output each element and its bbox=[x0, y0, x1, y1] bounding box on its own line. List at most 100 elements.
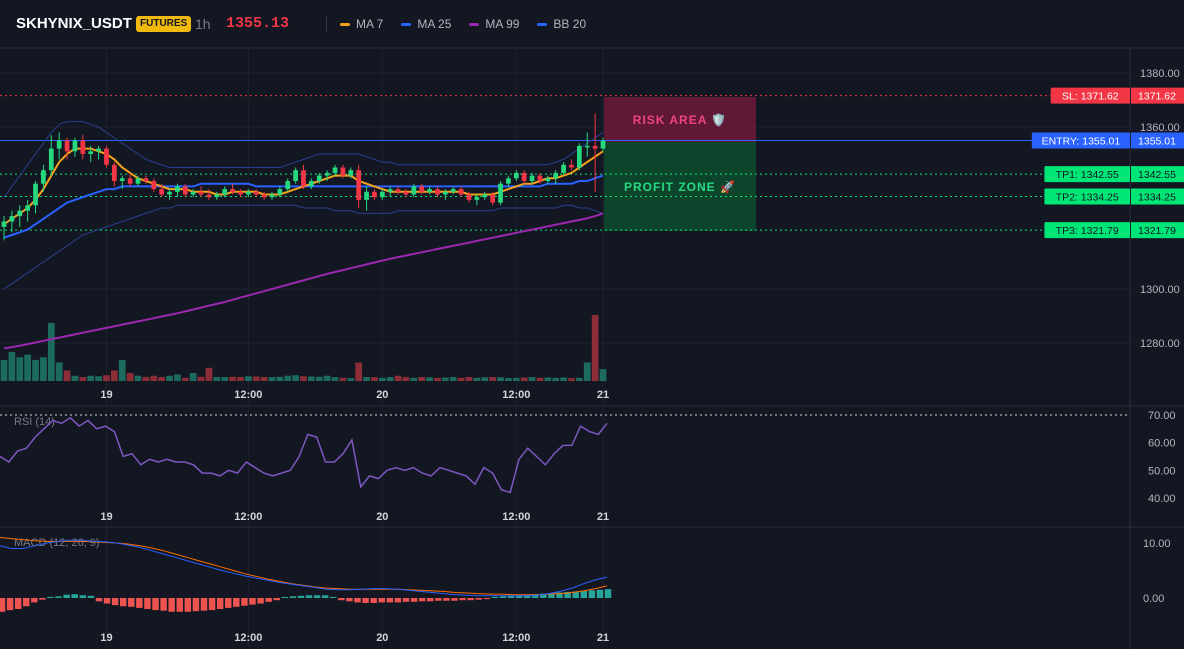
candle-body bbox=[269, 194, 275, 198]
candle-body bbox=[41, 170, 46, 184]
macd-histogram-bar bbox=[289, 596, 297, 598]
macd-histogram-bar bbox=[47, 596, 54, 598]
volume-bar bbox=[63, 370, 71, 381]
volume-bar bbox=[308, 376, 315, 381]
volume-bar bbox=[237, 377, 244, 381]
volume-bar bbox=[32, 359, 39, 381]
macd-histogram-bar bbox=[532, 594, 539, 598]
volume-bar bbox=[276, 376, 284, 381]
macd-histogram-bar bbox=[95, 598, 103, 602]
volume-bar bbox=[229, 376, 236, 381]
macd-histogram-bar bbox=[459, 598, 466, 601]
time-tick-label: 20 bbox=[376, 511, 388, 523]
macd-histogram-bar bbox=[507, 595, 515, 598]
candlesticks bbox=[1, 113, 606, 241]
macd-histogram-bar bbox=[491, 596, 499, 598]
volume-bar bbox=[599, 369, 607, 381]
volume-bar bbox=[575, 377, 583, 381]
macd-histogram-bar bbox=[208, 598, 216, 611]
candle-body bbox=[458, 189, 464, 195]
candle-body bbox=[309, 181, 314, 187]
axis-price-box-tp1 bbox=[1131, 166, 1184, 183]
candle-body bbox=[80, 140, 86, 154]
macd-histogram-bar bbox=[580, 590, 587, 598]
volume-bar bbox=[268, 377, 276, 381]
candle-body bbox=[190, 191, 196, 195]
macd-histogram-bar bbox=[184, 598, 192, 612]
candle-body bbox=[198, 191, 204, 195]
candle-body bbox=[1, 221, 7, 227]
legend-item-ma25[interactable]: MA 25 bbox=[401, 16, 451, 32]
candle-body bbox=[277, 189, 283, 195]
volume-bar bbox=[126, 373, 134, 381]
macd-histogram-bar bbox=[79, 595, 87, 598]
bb-lower-line bbox=[3, 204, 604, 290]
macd-histogram-bar bbox=[451, 598, 458, 601]
macd-histogram-bar bbox=[378, 598, 385, 603]
macd-histogram-bar bbox=[499, 596, 507, 598]
volume-bar bbox=[110, 370, 118, 381]
candle-body bbox=[443, 191, 448, 195]
macd-histogram-bar bbox=[427, 598, 434, 602]
chart-header: SKHYNIX_USDT FUTURES 1h 1355.13 MA 7 MA … bbox=[0, 0, 1184, 48]
candle-body bbox=[261, 194, 267, 198]
candle-body bbox=[25, 205, 31, 211]
macd-histogram-bar bbox=[443, 598, 450, 601]
level-tag-text-entry: ENTRY: 1355.01 bbox=[1042, 135, 1121, 147]
macd-histogram-bar bbox=[402, 598, 410, 602]
rsi-line bbox=[0, 416, 608, 494]
candle-body bbox=[9, 216, 15, 222]
macd-histogram-bar bbox=[241, 598, 248, 606]
legend-swatch-bb20 bbox=[537, 22, 548, 26]
candle-body bbox=[600, 140, 606, 149]
volume-bar bbox=[457, 377, 465, 381]
legend-swatch-ma99 bbox=[469, 22, 480, 26]
symbol-name[interactable]: SKHYNIX_USDT bbox=[16, 15, 132, 32]
macd-histogram-bar bbox=[556, 592, 563, 598]
volume-bar bbox=[158, 377, 165, 381]
time-tick-label: 12:00 bbox=[234, 511, 262, 523]
candle-body bbox=[96, 148, 101, 152]
rsi-tick-label: 40.00 bbox=[1148, 493, 1176, 505]
macd-histogram-bar bbox=[176, 598, 183, 612]
candle-body bbox=[332, 167, 338, 173]
legend-item-bb20[interactable]: BB 20 bbox=[537, 16, 586, 32]
macd-histogram-bar bbox=[394, 598, 402, 603]
candle-body bbox=[88, 151, 94, 154]
candle-body bbox=[521, 172, 527, 181]
volume-bar bbox=[426, 377, 433, 381]
time-tick-label: 12:00 bbox=[502, 632, 530, 644]
volume-bar bbox=[300, 376, 307, 381]
candle-body bbox=[182, 186, 188, 195]
macd-histogram-bar bbox=[225, 598, 232, 608]
candle-body bbox=[293, 170, 298, 181]
candle-body bbox=[253, 191, 259, 195]
rsi-tick-label: 70.00 bbox=[1148, 410, 1176, 422]
legend-item-ma99[interactable]: MA 99 bbox=[469, 16, 519, 32]
macd-histogram-bar bbox=[297, 595, 305, 598]
trade-zones: RISK AREA 🛡️ PROFIT ZONE 🚀 bbox=[604, 97, 756, 231]
price-axes: 1380.00 1360.00 1300.00 1280.00 19 12:00 20 12:… bbox=[100, 68, 1179, 644]
volume-bar bbox=[449, 377, 457, 381]
candle-body bbox=[411, 186, 417, 195]
macd-histogram-bar bbox=[233, 598, 240, 607]
volume-bar bbox=[339, 377, 347, 381]
macd-histogram-bar bbox=[435, 598, 442, 601]
volume-bar bbox=[402, 377, 410, 381]
legend-item-ma7[interactable]: MA 7 bbox=[340, 16, 383, 32]
candle-body bbox=[159, 189, 164, 195]
volume-bar bbox=[79, 377, 87, 381]
trade-levels bbox=[0, 95, 1130, 231]
volume-bar bbox=[87, 375, 95, 381]
volume-bar bbox=[583, 362, 591, 381]
timeframe-label[interactable]: 1h bbox=[195, 16, 211, 32]
macd-histogram-bar bbox=[265, 598, 272, 602]
profit-zone bbox=[604, 142, 756, 231]
time-tick-label: 20 bbox=[376, 632, 388, 644]
macd-histogram-bar bbox=[160, 598, 167, 611]
candle-body bbox=[545, 178, 551, 181]
volume-bar bbox=[363, 377, 370, 381]
macd-histogram-bar bbox=[305, 595, 313, 598]
level-tag-tp3 bbox=[1044, 222, 1130, 239]
